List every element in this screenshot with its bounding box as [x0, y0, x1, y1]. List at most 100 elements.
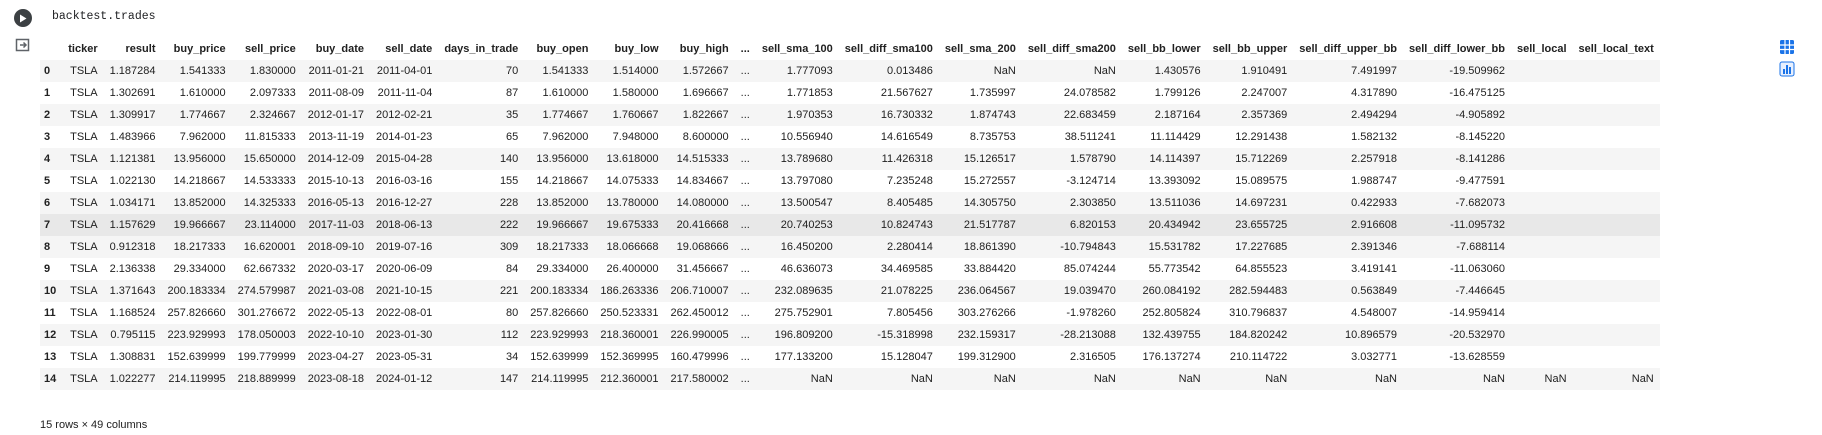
table-row: 13 TSLA 1.308831 152.639999 199.779999 2023-0… [40, 346, 1660, 368]
column-header[interactable]: sell_diff_sma200 [1027, 43, 1116, 55]
column-header[interactable]: buy_low [614, 43, 659, 55]
table-cell: 2.494294 [1351, 109, 1398, 121]
table-cell: 2011-11-04 [377, 87, 433, 99]
table-cell: 1.302691 [109, 87, 156, 99]
column-header[interactable]: ... [740, 43, 750, 55]
table-cell: ... [740, 241, 750, 253]
table-row: 6 TSLA 1.034171 13.852000 14.325333 2016-05-1… [40, 192, 1660, 214]
column-header[interactable]: sell_price [244, 43, 296, 55]
table-cell: 14.218667 [536, 175, 589, 187]
table-cell: 11.426318 [881, 153, 933, 165]
table-cell: 13.780000 [606, 197, 659, 209]
table-row: 14 TSLA 1.022277 214.119995 218.889999 2023-0… [40, 368, 1660, 390]
column-header[interactable]: sell_diff_upper_bb [1299, 43, 1398, 55]
column-header[interactable]: sell_local_text [1578, 43, 1654, 55]
table-cell: 152.639999 [167, 351, 226, 363]
table-cell: 38.511241 [1064, 131, 1116, 143]
table-cell: 282.594483 [1229, 285, 1288, 297]
table-cell: -7.446645 [1455, 285, 1505, 297]
table-cell [1511, 258, 1573, 280]
table-cell: 262.450012 [670, 307, 729, 319]
table-cell: 3.032771 [1351, 351, 1398, 363]
table-cell: 0.795115 [110, 329, 156, 341]
table-cell [1511, 302, 1573, 324]
table-cell: ... [740, 373, 750, 385]
table-cell: 62.667332 [243, 263, 296, 275]
column-header[interactable]: sell_diff_lower_bb [1409, 43, 1505, 55]
table-cell: 221 [499, 285, 519, 297]
column-header[interactable]: buy_date [315, 43, 365, 55]
table-cell: 1.774667 [179, 109, 226, 121]
table-cell: 1.514000 [612, 65, 659, 77]
table-cell [1573, 324, 1660, 346]
table-cell: TSLA [70, 329, 98, 341]
column-header[interactable]: ticker [68, 43, 98, 55]
table-cell [1511, 170, 1573, 192]
column-header[interactable]: sell_bb_lower [1127, 43, 1201, 55]
table-cell [1573, 346, 1660, 368]
column-header[interactable]: sell_sma_100 [761, 43, 833, 55]
table-cell: 14.080000 [676, 197, 729, 209]
table-cell: ... [740, 153, 750, 165]
chart-suggest-icon[interactable] [1777, 59, 1797, 79]
table-cell: 7.235248 [886, 175, 933, 187]
output-toggle-icon[interactable] [14, 36, 32, 54]
table-cell [1573, 236, 1660, 258]
table-cell: 7.962000 [179, 131, 226, 143]
table-icon[interactable] [1777, 37, 1797, 57]
table-cell: 6.820153 [1069, 219, 1116, 231]
table-cell: TSLA [70, 351, 98, 363]
table-cell [1573, 280, 1660, 302]
column-header[interactable]: days_in_trade [444, 43, 519, 55]
play-icon [20, 14, 27, 22]
table-cell: 274.579987 [237, 285, 296, 297]
table-cell: 2015-04-28 [376, 153, 433, 165]
row-index: 1 [44, 87, 51, 99]
column-header[interactable]: buy_open [536, 43, 589, 55]
table-cell: 155 [499, 175, 519, 187]
column-header[interactable]: buy_high [679, 43, 729, 55]
table-cell: NaN [1093, 65, 1116, 77]
table-cell: 228 [499, 197, 519, 209]
column-header[interactable]: result [125, 43, 156, 55]
table-cell: 218.360001 [600, 329, 659, 341]
table-cell: ... [740, 175, 750, 187]
table-cell: 160.479996 [670, 351, 729, 363]
table-cell: 85.074244 [1063, 263, 1116, 275]
table-cell: 2022-05-13 [307, 307, 365, 319]
table-cell: 2011-04-01 [376, 65, 433, 77]
run-cell-button[interactable] [14, 9, 32, 27]
row-index: 10 [44, 285, 57, 297]
table-cell: 19.039470 [1063, 285, 1116, 297]
column-header[interactable]: sell_diff_sma100 [844, 43, 933, 55]
table-cell: 31.456667 [676, 263, 729, 275]
table-cell: 21.567627 [880, 87, 933, 99]
table-header-row: ticker result buy_price sell_price buy_date s… [40, 38, 1660, 60]
code-line[interactable]: backtest.trades [52, 10, 156, 23]
table-cell: 2.303850 [1069, 197, 1116, 209]
table-cell [1573, 60, 1660, 82]
table-cell: -7.682073 [1455, 197, 1505, 209]
table-cell: NaN [993, 373, 1016, 385]
column-header[interactable]: sell_bb_upper [1212, 43, 1288, 55]
table-cell: TSLA [70, 109, 98, 121]
dataframe-table-container: ticker result buy_price sell_price buy_date s… [40, 38, 1660, 390]
table-cell: 7.962000 [542, 131, 589, 143]
table-cell: 15.531782 [1148, 241, 1201, 253]
table-cell: 21.078225 [880, 285, 933, 297]
table-cell: TSLA [70, 263, 98, 275]
table-cell: 2013-11-19 [308, 131, 365, 143]
column-header[interactable]: sell_sma_200 [944, 43, 1016, 55]
table-cell: 1.483966 [109, 131, 156, 143]
column-header[interactable]: sell_local [1517, 43, 1567, 55]
table-cell: 2011-08-09 [308, 87, 365, 99]
table-cell: 1.696667 [682, 87, 729, 99]
table-cell: 2.916608 [1351, 219, 1398, 231]
table-cell: 2.324667 [249, 109, 296, 121]
index-header[interactable] [40, 38, 62, 60]
table-cell: TSLA [70, 175, 98, 187]
table-cell: -10.794843 [1060, 241, 1116, 253]
table-cell: 13.789680 [780, 153, 833, 165]
column-header[interactable]: sell_date [385, 43, 433, 55]
column-header[interactable]: buy_price [173, 43, 226, 55]
